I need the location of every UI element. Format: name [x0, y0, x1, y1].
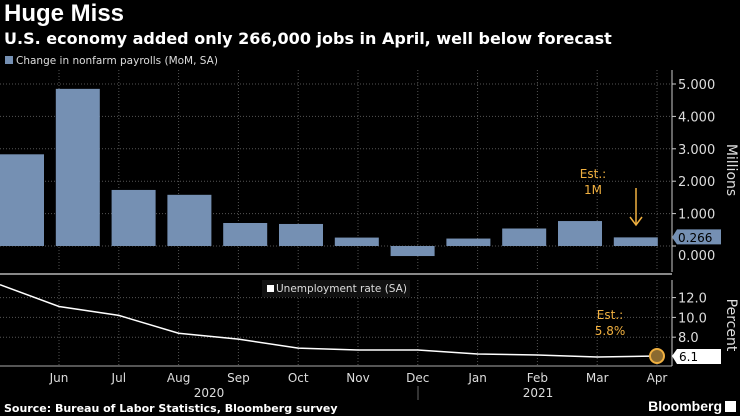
last-value-label: 0.266	[678, 231, 712, 245]
x-tick-label: Mar	[586, 371, 609, 385]
x-year-label: 2020	[194, 386, 225, 400]
bar	[558, 221, 602, 246]
x-year-label: 2021	[523, 386, 554, 400]
x-tick-label: Sep	[227, 371, 250, 385]
last-value-box	[672, 349, 721, 364]
source-note: Source: Bureau of Labor Statistics, Bloo…	[4, 402, 338, 415]
y-axis-label: Millions	[723, 144, 739, 196]
arrow-head-icon	[629, 216, 643, 227]
legend-background	[262, 280, 410, 297]
bar	[167, 194, 212, 246]
last-value-label: 6.1	[679, 350, 698, 364]
bar	[111, 189, 156, 246]
y-tick-label: 8.0	[678, 331, 699, 346]
bar	[0, 154, 44, 246]
legend-label: Unemployment rate (SA)	[276, 283, 407, 295]
x-tick-label: Jun	[49, 371, 69, 385]
bar	[334, 237, 379, 246]
bar	[613, 237, 658, 246]
annotation-line1: Est.:	[597, 308, 623, 322]
bar	[279, 223, 323, 246]
bloomberg-logo: Bloomberg	[648, 398, 722, 414]
legend-label: Change in nonfarm payrolls (MoM, SA)	[16, 55, 218, 67]
legend-swatch	[267, 285, 274, 292]
x-tick-label: Oct	[288, 371, 309, 385]
x-tick-label: Jan	[467, 371, 487, 385]
unemployment-line	[0, 284, 658, 358]
x-tick-label: Aug	[167, 371, 190, 385]
y-tick-label: 1.000	[678, 208, 715, 223]
bar	[55, 88, 100, 246]
x-tick-label: Nov	[346, 371, 369, 385]
y-tick-label: 0.000	[678, 249, 715, 264]
y-tick-label: 2.000	[678, 175, 715, 190]
bar	[502, 228, 547, 246]
y-tick-label: 10.0	[678, 311, 707, 326]
annotation-line2: 1M	[584, 183, 602, 197]
chart-subtitle: U.S. economy added only 266,000 jobs in …	[4, 29, 612, 48]
legend-swatch	[5, 56, 13, 64]
bar	[390, 246, 435, 257]
y-axis-label: Percent	[723, 299, 739, 352]
bar	[223, 222, 268, 246]
y-tick-label: 12.0	[678, 292, 707, 307]
last-value-box	[672, 229, 721, 245]
estimate-marker	[649, 348, 665, 364]
annotation-line2: 5.8%	[595, 324, 626, 338]
annotation-line1: Est.:	[580, 167, 606, 181]
y-tick-label: 5.000	[678, 78, 715, 93]
bloomberg-terminal-icon	[725, 401, 736, 412]
x-tick-label: Jul	[111, 371, 126, 385]
x-tick-label: Apr	[647, 371, 668, 385]
bar	[446, 238, 491, 246]
x-tick-label: Dec	[406, 371, 429, 385]
y-tick-label: 4.000	[678, 110, 715, 125]
x-tick-label: Feb	[527, 371, 548, 385]
y-tick-label: 3.000	[678, 143, 715, 158]
chart-title: Huge Miss	[4, 0, 125, 27]
